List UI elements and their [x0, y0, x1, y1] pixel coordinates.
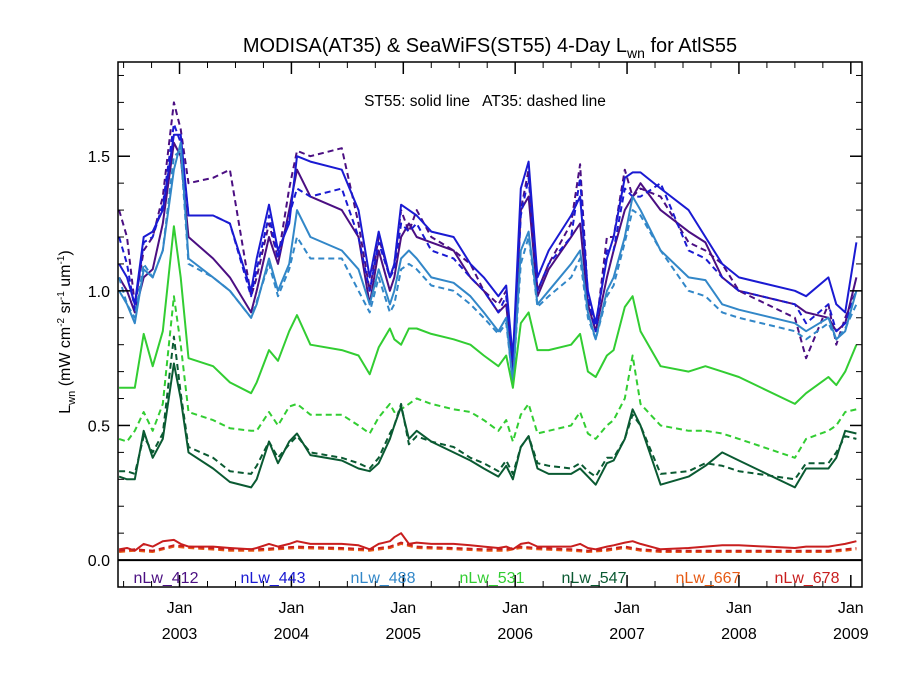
series-nLw_678-ST55	[118, 532, 857, 552]
x-tick-month: Jan	[726, 600, 752, 617]
y-tick-label: 1.0	[88, 284, 110, 301]
x-tick-year: 2009	[833, 626, 869, 643]
y-axis: 0.0 0.5 1.0 1.5	[88, 74, 862, 570]
legend: nLw_412 nLw_443 nLw_488 nLw_531 nLw_547 nLw_6…	[134, 570, 840, 587]
y-tick-label: 0.0	[88, 553, 110, 570]
x-tick-year: 2008	[721, 626, 757, 643]
legend-item-nLw_443: nLw_443	[241, 570, 306, 587]
x-tick-year: 2005	[385, 626, 421, 643]
series-nLw_531-ST55	[119, 225, 858, 405]
legend-item-nLw_488: nLw_488	[351, 570, 416, 587]
x-tick-year: 2004	[274, 626, 310, 643]
y-axis-label: Lwn (mW cm-2 sr-1 um-1)	[56, 250, 78, 413]
plot-frame	[117, 61, 863, 588]
y-tick-label: 0.5	[88, 418, 110, 435]
series-nLw_412-ST55	[118, 141, 858, 373]
x-tick-year: 2006	[497, 626, 533, 643]
series-nLw_488-AT35	[118, 149, 858, 384]
legend-item-nLw_531: nLw_531	[460, 570, 525, 587]
x-tick-month: Jan	[167, 600, 193, 617]
x-tick-month: Jan	[279, 600, 305, 617]
series-nLw_678-AT35	[119, 541, 857, 552]
x-axis: Jan 2003 Jan 2004 Jan 2005 Jan 2006 Jan 2007 Jan 20…	[123, 62, 869, 643]
chart-title: MODISA(AT35) & SeaWiFS(ST55) 4-Day Lwn f…	[243, 35, 737, 61]
series-nLw_547-AT35	[119, 335, 857, 481]
series-nLw_443-AT35	[118, 122, 858, 373]
line-style-annotation: ST55: solid line AT35: dashed line	[364, 93, 606, 110]
plot-series-group	[118, 101, 858, 553]
y-tick-label: 1.5	[88, 149, 110, 166]
legend-item-nLw_678: nLw_678	[775, 570, 840, 587]
series-nLw_488-ST55	[118, 141, 858, 387]
legend-item-nLw_667: nLw_667	[676, 570, 741, 587]
legend-item-nLw_547: nLw_547	[562, 570, 627, 587]
series-nLw_547-ST55	[118, 362, 857, 489]
series-nLw_412-AT35	[118, 101, 858, 368]
x-tick-month: Jan	[390, 600, 416, 617]
series-nLw_443-ST55	[118, 133, 858, 360]
legend-item-nLw_412: nLw_412	[134, 570, 199, 587]
x-tick-month: Jan	[502, 600, 528, 617]
x-tick-year: 2007	[609, 626, 645, 643]
x-tick-month: Jan	[614, 600, 640, 617]
x-tick-year: 2003	[162, 626, 198, 643]
x-tick-month: Jan	[838, 600, 864, 617]
series-nLw_531-AT35	[118, 295, 857, 459]
series-nLw_667-AT35	[119, 542, 857, 553]
